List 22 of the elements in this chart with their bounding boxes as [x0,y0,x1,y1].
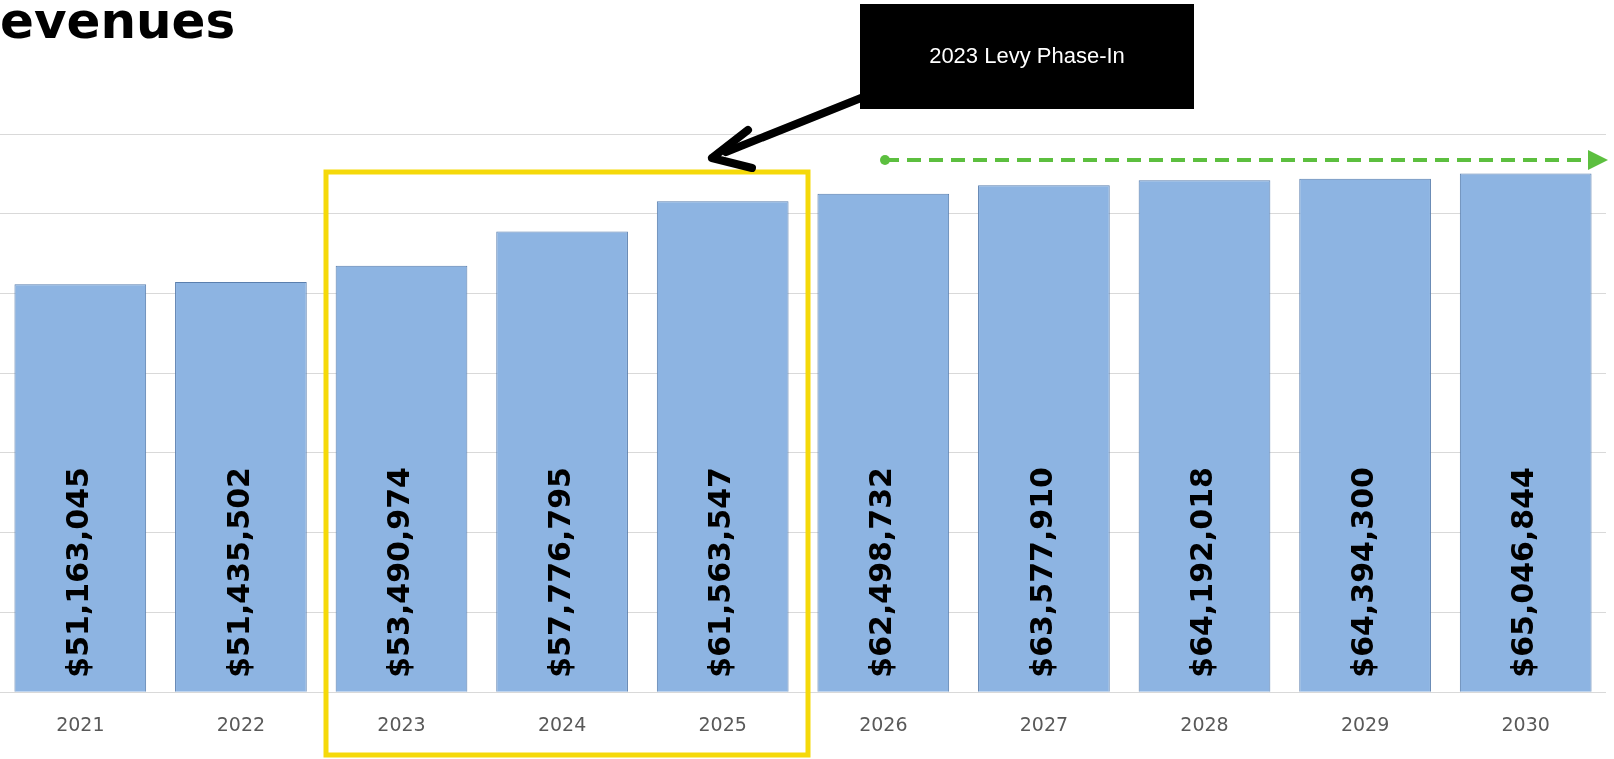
data-label: $64,192,018 [1184,467,1220,678]
data-label: $61,563,547 [702,467,738,678]
data-label: $62,498,732 [863,467,899,678]
data-label: $65,046,844 [1505,467,1541,678]
data-label: $57,776,795 [541,467,577,678]
data-label: $64,394,300 [1344,467,1380,678]
x-tick-label: 2030 [1501,712,1550,735]
x-tick-label: 2028 [1180,712,1229,735]
x-tick-label: 2026 [859,712,908,735]
x-tick-label: 2024 [537,712,587,735]
text: 2023 Levy Phase-In [860,4,1194,109]
x-tick-label: 2025 [698,712,747,735]
data-label: $51,435,502 [220,467,256,678]
x-tick-label: 2022 [216,712,266,735]
data-label: $53,490,974 [381,467,417,678]
x-tick-label: 2027 [1019,712,1069,735]
data-label: $63,577,910 [1023,467,1059,678]
x-tick-label: 2023 [377,712,426,735]
x-tick-label: 2029 [1340,712,1390,735]
x-tick-label: 2021 [56,712,105,735]
chart-title: evenues [0,0,236,50]
data-label: $51,163,045 [60,467,96,678]
